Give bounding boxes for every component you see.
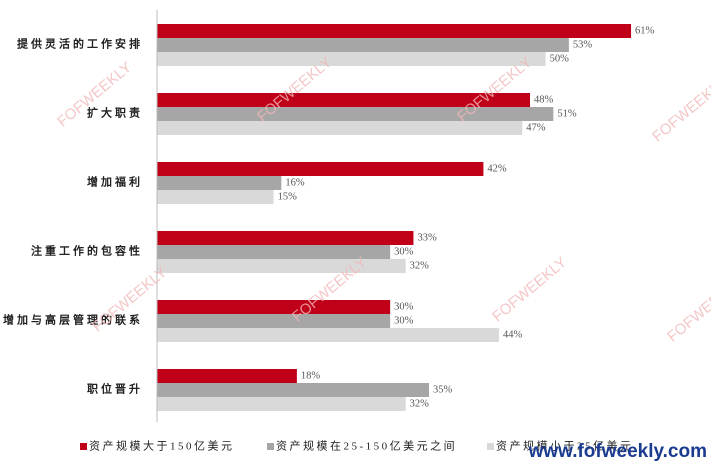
- bar: [157, 176, 282, 190]
- bar: [157, 107, 554, 121]
- data-label: 50%: [550, 53, 570, 64]
- data-label: 30%: [394, 315, 414, 326]
- legend-swatch: [267, 443, 274, 450]
- data-label: 47%: [526, 122, 546, 133]
- data-label: 44%: [503, 329, 523, 340]
- bar: [157, 93, 531, 107]
- data-label: 32%: [410, 398, 430, 409]
- bar: [157, 259, 406, 273]
- bar: [157, 38, 569, 52]
- data-label: 30%: [394, 246, 414, 257]
- bar: [157, 314, 391, 328]
- data-label: 30%: [394, 301, 414, 312]
- site-watermark: www.fofweekly.com: [528, 441, 707, 462]
- bar: [157, 245, 391, 259]
- watermark: FOFWEEKLY: [664, 274, 711, 346]
- watermark: FOFWEEKLY: [54, 59, 135, 131]
- data-label: 48%: [534, 94, 554, 105]
- data-label: 51%: [557, 108, 577, 119]
- bar: [157, 300, 391, 314]
- legend-swatch: [487, 443, 494, 450]
- data-label: 33%: [417, 232, 437, 243]
- data-label: 61%: [635, 25, 655, 36]
- data-label: 18%: [301, 370, 321, 381]
- bar: [157, 397, 406, 411]
- legend-swatch: [80, 443, 87, 450]
- bar: [157, 328, 499, 342]
- y-tick-label: 注重工作的包容性: [31, 244, 143, 258]
- watermark: FOFWEEKLY: [489, 254, 570, 326]
- y-tick-label: 职位晋升: [87, 382, 143, 396]
- bar: [157, 162, 484, 176]
- legend-label: 资产规模大于150亿美元: [89, 439, 235, 453]
- y-tick-label: 扩大职责: [87, 106, 143, 120]
- bar: [157, 24, 632, 38]
- bar: [157, 383, 429, 397]
- bar: [157, 231, 414, 245]
- data-label: 42%: [487, 163, 507, 174]
- bar: [157, 369, 297, 383]
- data-label: 16%: [285, 177, 305, 188]
- data-label: 53%: [573, 39, 593, 50]
- data-label: 35%: [433, 384, 453, 395]
- legend-label: 资产规模在25-150亿美元之间: [276, 439, 457, 453]
- bar: [157, 121, 523, 135]
- legend-label: 资产规模小于25亿美元: [496, 439, 634, 453]
- y-tick-label: 提供灵活的工作安排: [17, 37, 143, 51]
- data-label: 32%: [410, 260, 430, 271]
- watermark: FOFWEEKLY: [649, 74, 711, 146]
- data-label: 15%: [278, 191, 298, 202]
- bar: [157, 52, 546, 66]
- y-tick-label: 增加福利: [87, 175, 143, 189]
- y-tick-label: 增加与高层管理的联系: [3, 313, 143, 327]
- bar: [157, 190, 274, 204]
